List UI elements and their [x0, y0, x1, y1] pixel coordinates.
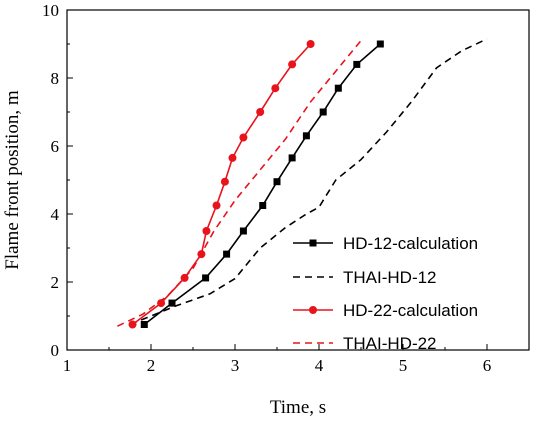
- legend-label: HD-22-calculation: [343, 301, 478, 320]
- data-point-square: [202, 274, 210, 282]
- data-point-square: [223, 250, 231, 258]
- series-line-thai-hd-22: [117, 40, 362, 327]
- series-line-thai-hd-12: [129, 38, 488, 326]
- x-tick-label: 2: [147, 356, 156, 375]
- data-point-square: [302, 132, 310, 140]
- data-point-square: [140, 321, 148, 328]
- y-tick-label: 6: [51, 137, 60, 156]
- data-point-square: [168, 299, 176, 307]
- y-tick-label: 4: [51, 205, 60, 224]
- data-point-square: [376, 40, 384, 48]
- y-tick-label: 2: [51, 273, 60, 292]
- data-point-square: [273, 178, 281, 186]
- data-point-square: [319, 108, 327, 116]
- data-point-circle: [288, 60, 297, 69]
- legend-marker-circle: [309, 306, 317, 314]
- y-tick-label: 0: [51, 341, 60, 360]
- x-tick-label: 4: [315, 356, 324, 375]
- data-point-circle: [306, 40, 315, 48]
- x-tick-label: 5: [399, 356, 408, 375]
- legend-label: THAI-HD-12: [343, 268, 437, 287]
- y-tick-label: 8: [51, 69, 60, 88]
- x-axis-title: Time, s: [270, 397, 326, 418]
- x-tick-label: 6: [483, 356, 492, 375]
- data-point-circle: [128, 320, 137, 329]
- legend: HD-12-calculation THAI-HD-12 HD-22-calcula…: [293, 234, 478, 353]
- data-point-square: [239, 227, 247, 235]
- plot-frame: [66, 9, 530, 351]
- series-layer: [117, 38, 488, 329]
- legend-marker-square: [309, 239, 317, 247]
- legend-label: THAI-HD-22: [343, 334, 437, 353]
- data-point-circle: [271, 84, 280, 93]
- data-point-circle: [202, 227, 211, 235]
- data-point-circle: [228, 153, 237, 162]
- x-tick-label: 3: [231, 356, 240, 375]
- data-point-circle: [212, 201, 221, 210]
- data-point-circle: [220, 177, 229, 186]
- series-line-hd-22-calculation: [132, 43, 312, 326]
- data-point-square: [353, 60, 361, 68]
- x-tick-label: 1: [63, 356, 72, 375]
- data-point-circle: [256, 108, 265, 116]
- x-axis-ticks: 1 2 3 4 5 6: [63, 344, 492, 375]
- data-point-circle: [239, 133, 248, 142]
- y-axis-title: Flame front position, m: [2, 90, 23, 270]
- data-point-square: [288, 154, 296, 162]
- data-point-square: [259, 202, 267, 209]
- legend-label: HD-12-calculation: [343, 234, 478, 253]
- y-tick-label: 10: [42, 1, 59, 20]
- y-axis-ticks: 0 2 4 6 8 10: [42, 1, 73, 360]
- data-point-square: [334, 84, 342, 92]
